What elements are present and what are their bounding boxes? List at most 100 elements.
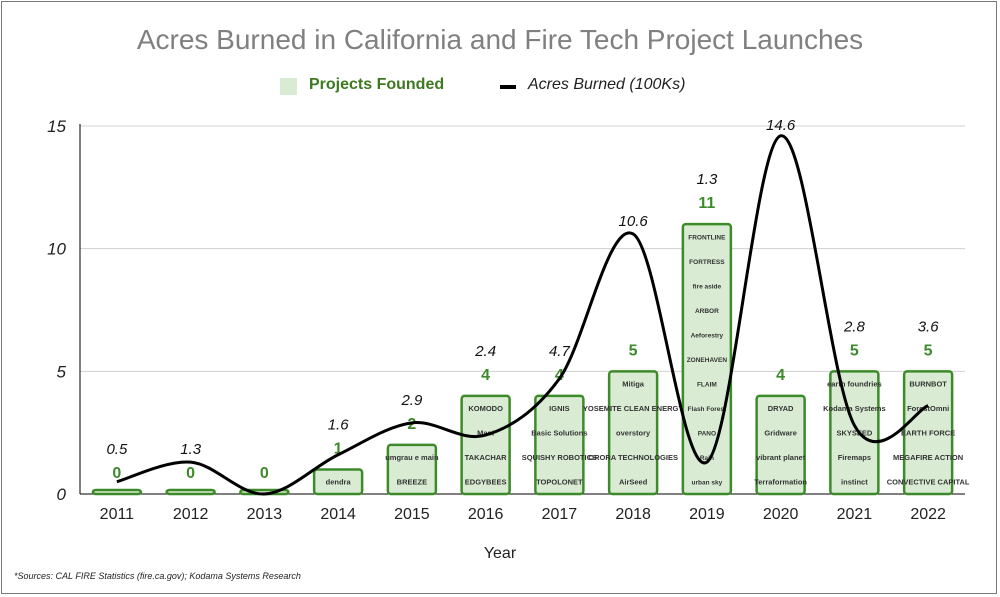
bar-count-label: 4 [481,367,490,384]
acres-data-label: 1.3 [696,171,718,188]
project-logo: ZONEHAVEN [687,357,728,364]
x-tick-label: 2018 [615,506,651,523]
project-logo: ARBOR [695,308,719,315]
x-tick-label: 2016 [468,506,504,523]
bar [755,394,806,496]
project-logo: overstory [616,429,651,438]
x-tick-label: 2021 [837,506,873,523]
x-tick-label: 2019 [689,506,725,523]
y-tick-label: 5 [57,362,67,381]
bar [91,488,143,496]
bar-count-label: 11 [698,195,715,212]
bar [829,370,880,496]
bar-count-label: 2 [407,416,416,433]
project-logo: SKYSEED [836,429,872,438]
bar-count-label: 5 [924,342,933,359]
legend: Projects Founded Acres Burned (100Ks) [0,76,1000,100]
project-logo: FLAIM [697,382,717,389]
project-logo: Mast [477,429,495,438]
project-logo: Firemaps [838,453,871,462]
bar-count-label: 4 [555,367,564,384]
acres-data-label: 14.6 [766,117,796,134]
y-tick-label: 15 [47,117,66,136]
acres-data-label: 4.7 [549,343,571,360]
project-logo: BREEZE [397,478,427,487]
acres-data-label: 3.6 [918,318,940,335]
project-logo: BURNBOT [909,380,947,389]
project-logo: ORORA TECHNOLOGIES [588,453,678,462]
bar-count-label: 0 [260,465,269,482]
x-tick-label: 2014 [320,506,356,523]
project-logo: Mitiga [622,380,644,389]
project-logo: TOPOLONET [536,478,583,487]
project-logo: MEGAFIRE ACTION [893,453,963,462]
project-logo: TAKACHAR [465,453,508,462]
acres-line [116,134,929,496]
project-logo: FRONTLINE [688,234,726,241]
chart-title: Acres Burned in California and Fire Tech… [136,24,864,55]
y-tick-label: 10 [47,240,66,259]
project-logo: earth foundries [827,380,882,389]
project-logo: AirSeed [619,478,648,487]
project-logo: umgrau e main [385,453,439,462]
legend-acres-label: Acres Burned (100Ks) [528,76,686,93]
project-logo: Kodama Systems [823,404,886,413]
project-logo: Basic Solutions [531,429,587,438]
project-logo: ForestOmni [907,404,949,413]
project-logo: instinct [841,478,868,487]
project-logo: FORTRESS [689,259,725,266]
bar-count-label: 0 [186,465,195,482]
project-logo: EDGYBEES [465,478,507,487]
project-logo: Aeforestry [691,333,724,340]
x-tick-label: 2017 [542,506,578,523]
legend-projects-label: Projects Founded [309,76,445,93]
project-logo: CONVECTIVE CAPITAL [887,478,970,487]
y-tick-label: 0 [57,485,67,504]
project-logo: dendra [326,478,352,487]
x-tick-label: 2011 [100,506,135,523]
x-tick-label: 2012 [173,506,209,523]
footnote: *Sources: CAL FIRE Statistics (fire.ca.g… [14,571,301,581]
project-logo: Gridware [764,429,797,438]
project-logo: EARTH FORCE [901,429,955,438]
project-logo: Rain [700,455,714,462]
bar-count-label: 1 [334,440,343,457]
acres-data-label: 0.5 [106,441,128,458]
x-tick-label: 2020 [763,506,799,523]
bar [534,394,585,496]
acres-data-label: 1.6 [328,416,350,433]
project-logo: DRYAD [768,404,794,413]
acres-data-label: 10.6 [619,213,649,230]
bar-count-label: 4 [776,367,785,384]
x-axis-title: Year [483,545,517,562]
bar [165,488,216,496]
project-logo: Flash Forest [688,406,727,413]
project-logo: vibrant planet [756,453,806,462]
bar [607,370,659,496]
x-tick-label: 2013 [247,506,283,523]
project-logo: IGNIS [549,404,569,413]
project-logo: urban sky [692,480,723,487]
bar [681,222,733,496]
bar [386,443,438,496]
x-tick-label: 2015 [394,506,430,523]
bar-count-label: 0 [112,465,121,482]
project-logo: YOSEMITE CLEAN ENERGY [583,404,683,413]
bar [312,468,364,496]
acres-data-label: 2.8 [843,318,866,335]
bar [460,394,511,496]
acres-data-label: 2.9 [400,392,423,409]
project-logo: KOMODO [468,404,503,413]
legend-acres-swatch [500,85,516,89]
legend-projects-swatch [280,78,297,95]
project-logo: fire aside [693,283,722,290]
bar-count-label: 5 [850,342,859,359]
x-tick-label: 2022 [910,506,946,523]
project-logo: SQUISHY ROBOTICS [522,453,597,462]
acres-data-label: 1.3 [180,441,202,458]
bar-count-label: 5 [629,342,638,359]
project-logo: Terraformation [754,478,807,487]
bar [902,370,954,496]
